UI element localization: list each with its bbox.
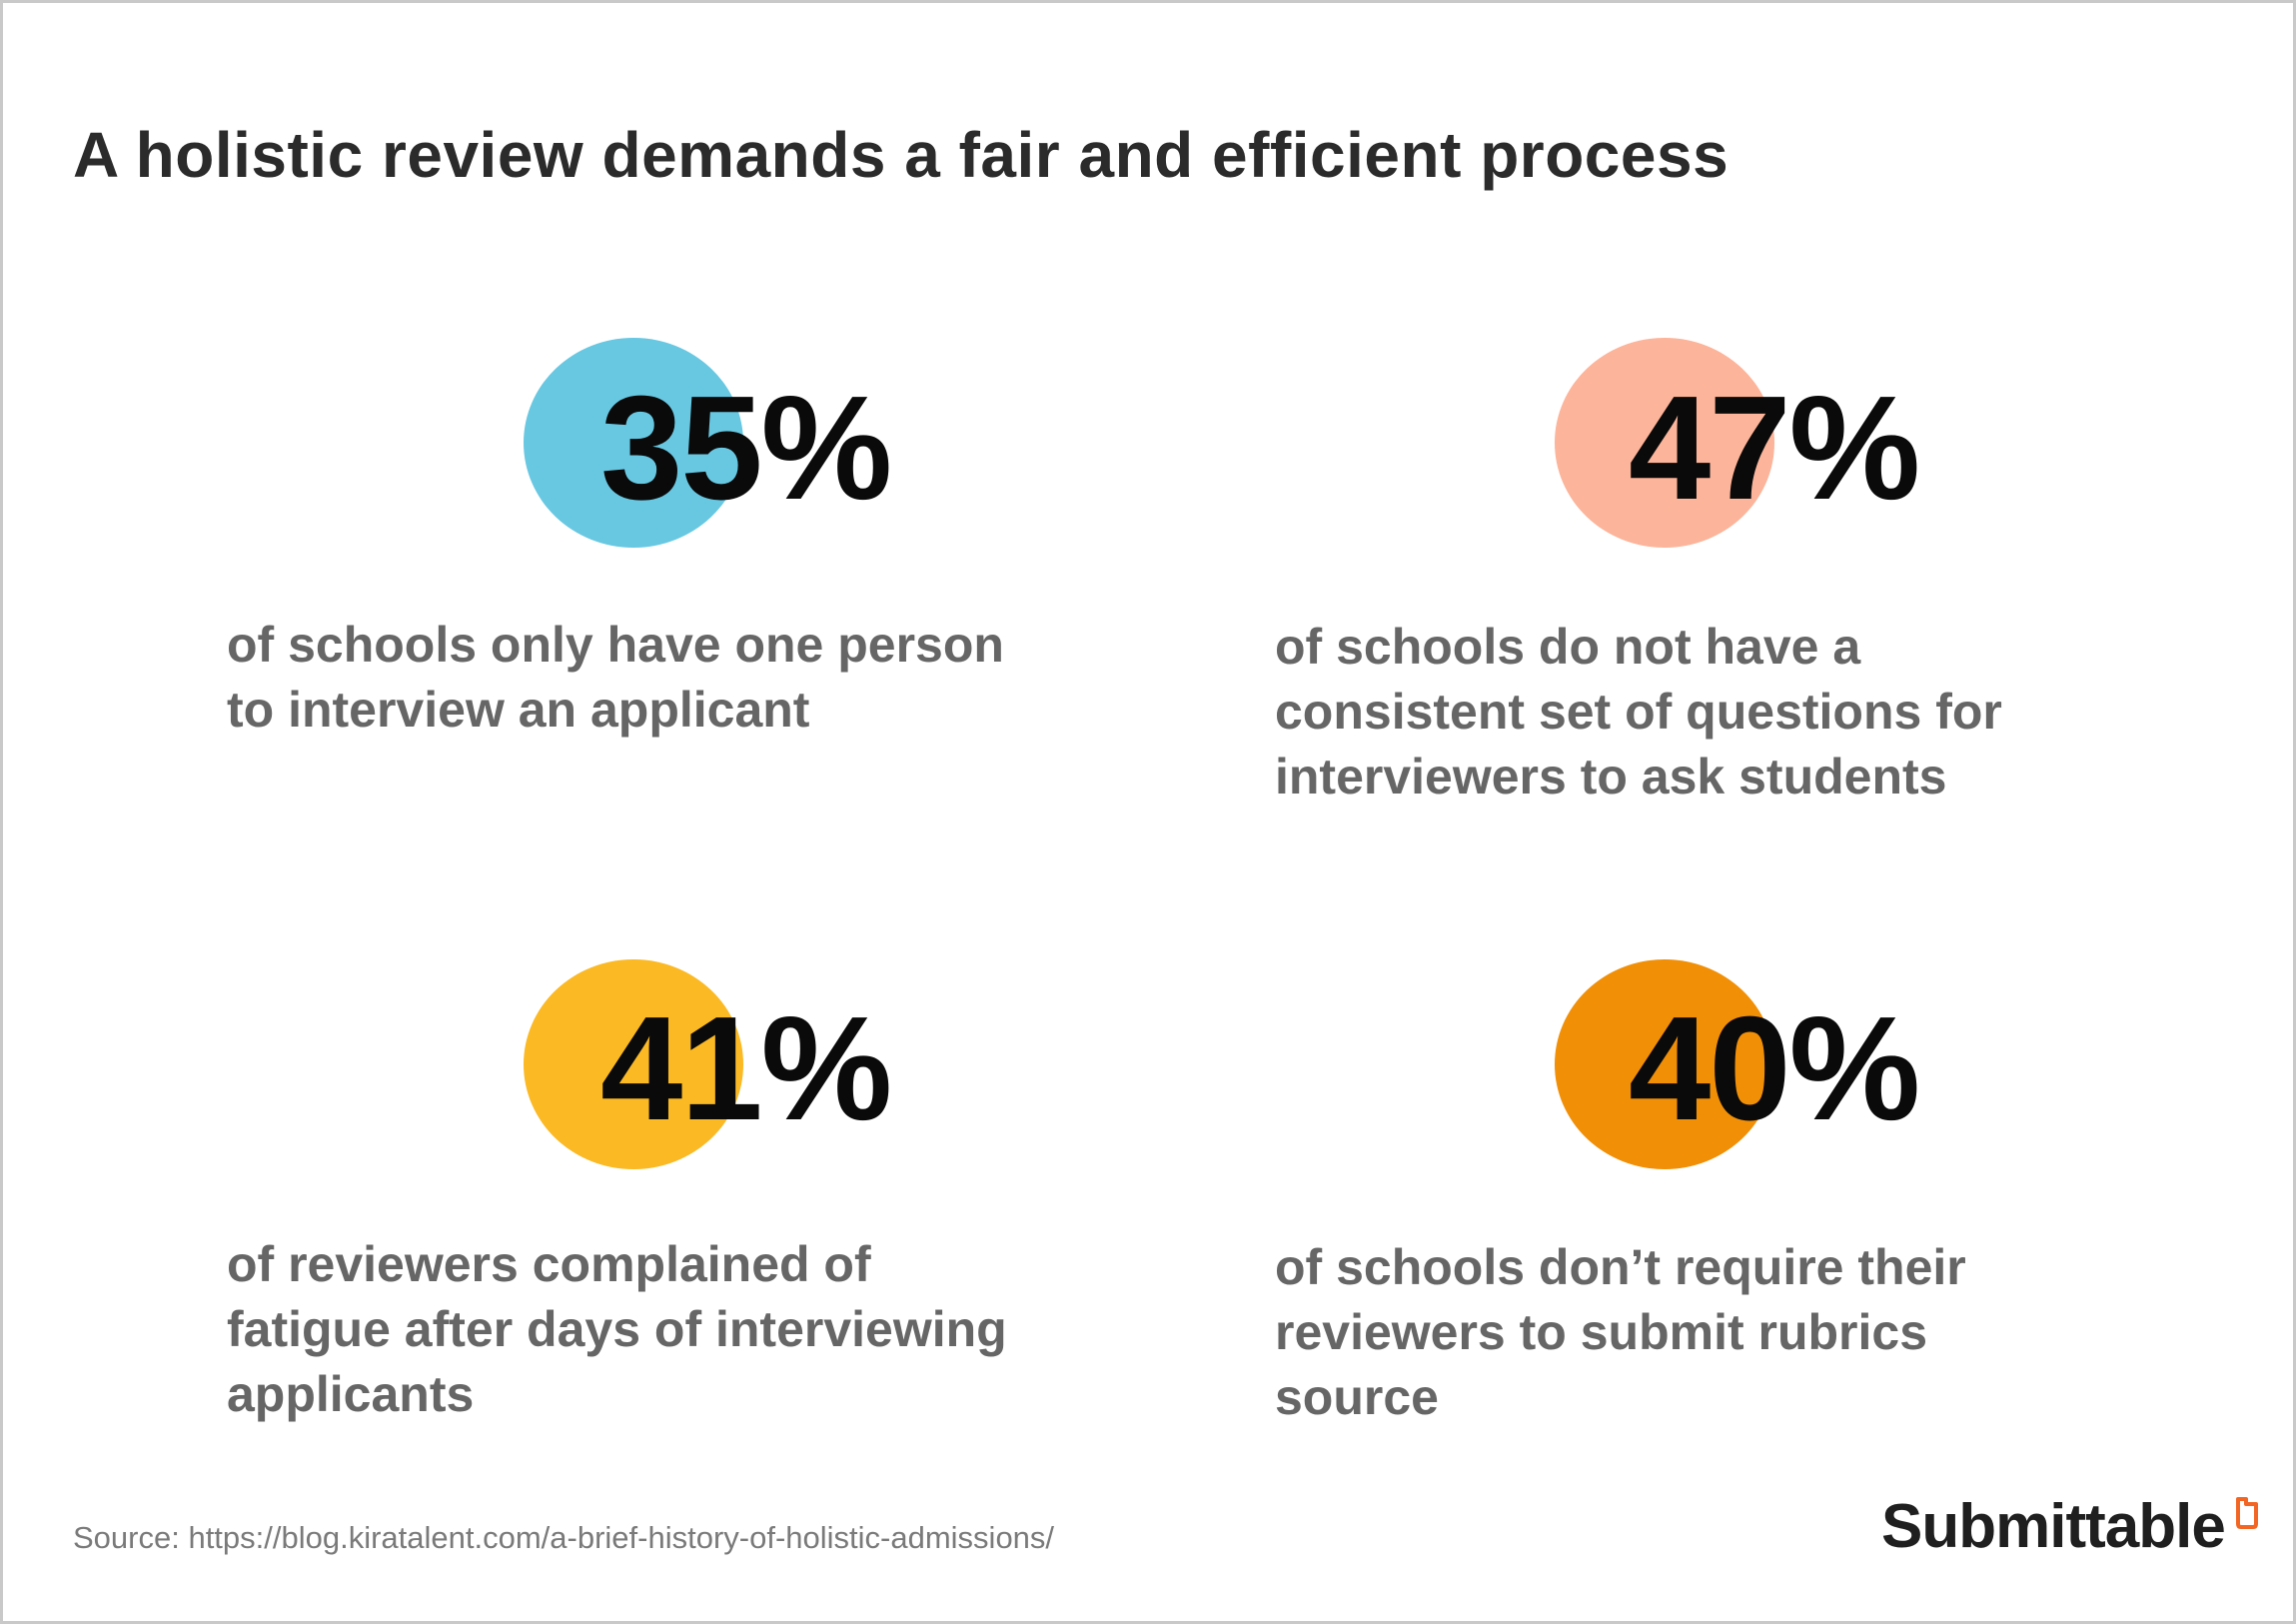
source-citation: Source: https://blog.kiratalent.com/a-br… [73, 1520, 1055, 1555]
stat-value: 47% [1629, 366, 1920, 531]
stat-description: of reviewers complained of fatigue after… [227, 1236, 1007, 1422]
brand-logo: Submittable [1881, 1492, 2261, 1562]
orange-circle-decoration [1555, 959, 1774, 1169]
brand-name: Submittable [1881, 1492, 2226, 1561]
peach-circle-decoration [1555, 338, 1774, 548]
yellow-circle-decoration [524, 959, 743, 1169]
stat-description: of schools do not have a consistent set … [1275, 619, 2002, 805]
blue-circle-decoration [524, 338, 743, 548]
stat-value: 41% [600, 986, 892, 1151]
stat-value: 35% [600, 366, 892, 531]
stat-description: of schools don’t require their reviewers… [1275, 1239, 1966, 1425]
stat-description: of schools only have one person to inter… [227, 617, 1004, 738]
page-title: A holistic review demands a fair and eff… [73, 119, 1729, 191]
submittable-logo-icon [2235, 1497, 2258, 1529]
stat-value: 40% [1629, 986, 1920, 1151]
